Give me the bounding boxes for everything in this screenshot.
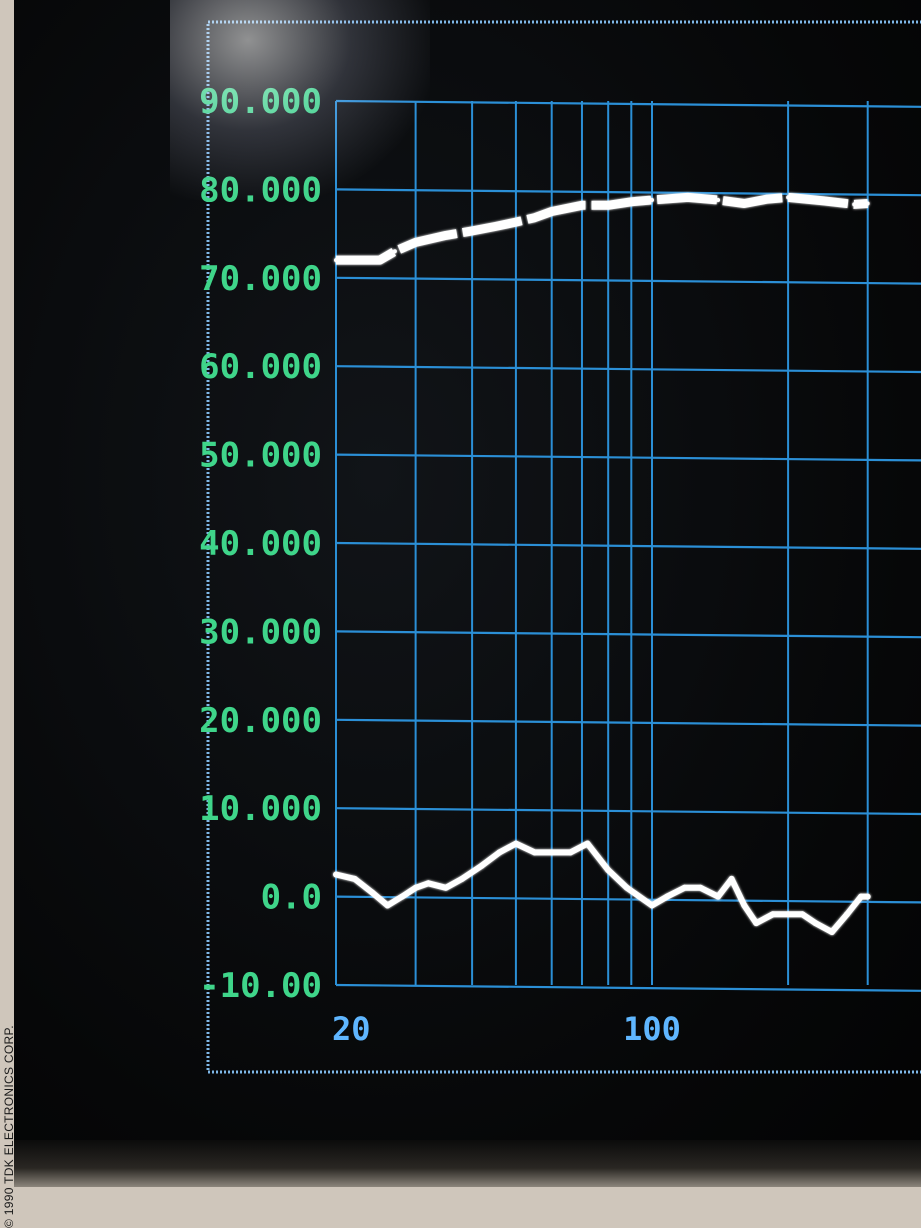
series-1-point-10 (496, 849, 503, 856)
series-1-point-3 (384, 902, 391, 909)
grid-line-y-1 (335, 188, 921, 197)
series-0-point-1 (377, 258, 382, 263)
series-1-point-0 (333, 871, 339, 878)
series-1-point-25 (753, 920, 760, 927)
y-tick-label-0: 90.000 (199, 82, 322, 122)
series-0-point-21 (865, 201, 870, 206)
series-1-point-16 (605, 867, 612, 874)
copyright-notice: © 1990 TDK ELECTRONICS CORP. (2, 1025, 16, 1228)
y-tick-label-9: 0.0 (261, 878, 322, 918)
series-0-point-13 (650, 198, 654, 202)
series-1-point-28 (799, 911, 806, 918)
series-0-point-16 (742, 201, 747, 206)
series-0-point-11 (606, 203, 611, 208)
grid-line-y-8 (335, 807, 921, 816)
series-1-point-27 (785, 911, 792, 918)
series-0-point-17 (765, 197, 770, 202)
series-0-point-9 (549, 209, 554, 214)
chart-series (333, 192, 871, 935)
series-0-point-4 (443, 233, 448, 238)
series-1-point-23 (728, 875, 735, 882)
series-1-point-2 (368, 889, 375, 896)
series-0-point-20 (852, 202, 857, 207)
series-1-point-5 (412, 884, 419, 891)
grid-line-y-7 (335, 718, 921, 727)
frequency-response-chart: 90.000 80.000 70.000 60.000 50.000 40.000 30.0… (199, 20, 921, 1074)
series-1-point-17 (623, 884, 630, 891)
y-tick-label-8: 10.000 (199, 789, 322, 829)
series-1-point-21 (697, 884, 704, 891)
series-1-point-14 (567, 849, 574, 856)
series-1-point-9 (478, 862, 485, 869)
grid-line-y-10 (335, 983, 921, 992)
series-0-point-0 (334, 258, 338, 263)
series-0-point-5 (470, 228, 475, 233)
series-line-0 (336, 192, 868, 265)
series-0-point-2 (392, 249, 397, 254)
series-0-point-7 (513, 220, 518, 225)
y-tick-label-2: 70.000 (199, 259, 322, 299)
grid-line-y-6 (335, 630, 921, 639)
monitor-bezel (14, 1140, 921, 1187)
series-0-point-6 (493, 224, 498, 229)
y-tick-label-3: 60.000 (199, 347, 322, 387)
y-tick-label-5: 40.000 (199, 524, 322, 564)
series-1-point-24 (741, 902, 748, 909)
grid-line-y-4 (335, 453, 921, 462)
y-tick-label-10: -10.00 (199, 966, 322, 1006)
y-tick-label-4: 50.000 (199, 436, 322, 476)
series-1-point-26 (769, 911, 776, 918)
series-1-point-22 (715, 893, 722, 900)
series-0-point-10 (580, 203, 584, 208)
y-tick-label-6: 30.000 (199, 612, 322, 652)
series-1-point-33 (864, 893, 871, 900)
y-tick-label-7: 20.000 (199, 701, 322, 741)
grid-line-y-3 (335, 365, 921, 374)
series-1-point-6 (425, 880, 432, 887)
series-line-1 (335, 840, 868, 935)
chart-grid (335, 99, 921, 992)
x-tick-label-0: 20 (332, 1010, 371, 1048)
series-0-point-19 (821, 198, 826, 203)
series-1-point-32 (858, 893, 864, 900)
grid-line-y-9 (335, 895, 921, 904)
series-1-point-12 (531, 849, 538, 856)
series-1-point-18 (649, 902, 655, 909)
x-tick-label-1: 100 (623, 1010, 681, 1048)
series-1-point-20 (681, 884, 688, 891)
series-1-point-11 (512, 840, 519, 847)
display-frame (206, 20, 921, 1074)
series-0-point-18 (786, 195, 791, 200)
y-axis-ticks: 90.000 80.000 70.000 60.000 50.000 40.000 30.0… (199, 82, 322, 1006)
series-1-point-8 (459, 875, 465, 882)
series-0-point-8 (532, 215, 537, 220)
series-0-point-15 (716, 198, 721, 202)
grid-line-y-2 (335, 276, 921, 285)
series-1-point-29 (812, 920, 819, 927)
series-1-point-4 (399, 893, 406, 900)
series-1-point-19 (664, 893, 671, 900)
grid-line-y-0 (335, 99, 921, 108)
series-1-point-15 (584, 840, 591, 847)
y-tick-label-1: 80.000 (199, 170, 322, 210)
series-1-point-1 (351, 875, 358, 882)
series-1-point-7 (442, 884, 449, 891)
series-1-point-30 (828, 929, 835, 935)
grid-line-y-5 (335, 541, 921, 550)
series-0-point-12 (629, 199, 634, 204)
series-0-point-3 (413, 240, 418, 245)
series-1-point-13 (548, 849, 555, 856)
series-0-point-14 (685, 195, 690, 200)
series-1-point-31 (844, 911, 850, 918)
x-axis-ticks: 20 100 (332, 1010, 681, 1048)
